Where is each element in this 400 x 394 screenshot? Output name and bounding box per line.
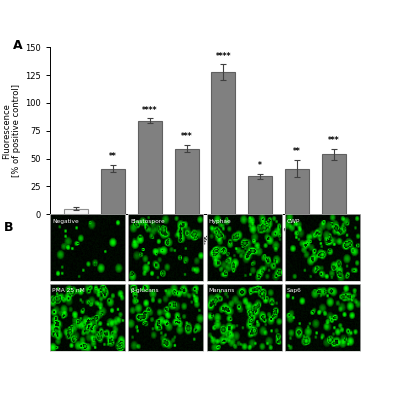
- Text: **: **: [109, 152, 117, 161]
- Bar: [212, 72, 235, 214]
- Text: B: B: [4, 221, 14, 234]
- Text: ****: ****: [216, 52, 231, 61]
- Text: Mannans: Mannans: [208, 288, 235, 294]
- Bar: [248, 177, 272, 214]
- Bar: [64, 208, 88, 214]
- Bar: [175, 149, 198, 214]
- Bar: [101, 169, 125, 214]
- Text: Sap6: Sap6: [287, 288, 302, 294]
- Text: *: *: [258, 161, 262, 170]
- Y-axis label: Fluorescence
[% of positive control]: Fluorescence [% of positive control]: [2, 84, 21, 177]
- Bar: [322, 154, 346, 214]
- Text: Hyphae: Hyphae: [208, 219, 231, 224]
- Text: PMA 25 nM: PMA 25 nM: [52, 288, 85, 294]
- Text: Negative: Negative: [52, 219, 79, 224]
- Bar: [285, 169, 309, 214]
- Text: ***: ***: [181, 132, 192, 141]
- Text: CWP: CWP: [287, 219, 300, 224]
- Text: ****: ****: [142, 106, 158, 115]
- Text: A: A: [13, 39, 22, 52]
- Text: β-glucans: β-glucans: [130, 288, 159, 294]
- Bar: [138, 121, 162, 214]
- Text: ***: ***: [328, 136, 340, 145]
- Text: **: **: [293, 147, 301, 156]
- Text: Blastospore: Blastospore: [130, 219, 165, 224]
